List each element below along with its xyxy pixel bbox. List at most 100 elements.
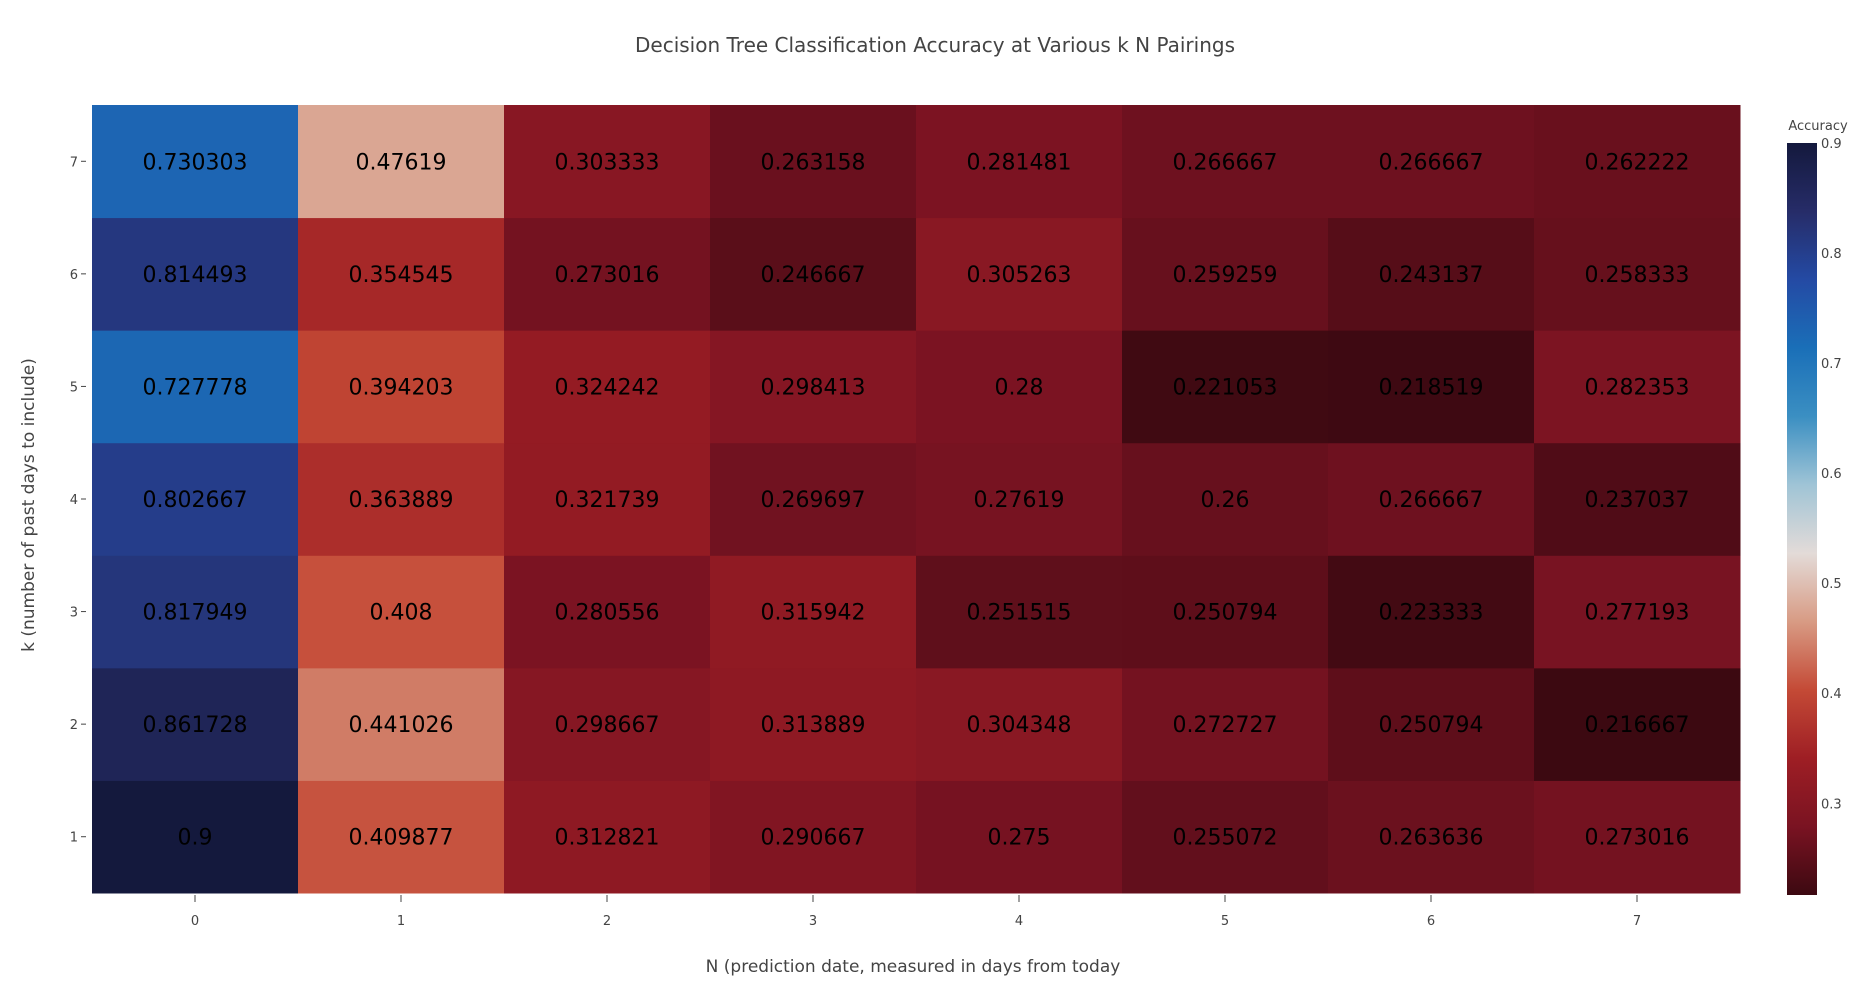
heatmap-cell [1328,667,1535,781]
cell-value-label: 0.441026 [349,713,454,738]
colorbar-title: Accuracy [1788,119,1848,134]
cell-value-label: 0.312821 [555,826,660,851]
heatmap-cell [1122,330,1329,444]
x-axis-title: N (prediction date, measured in days fro… [706,957,1121,977]
heatmap-cell [1534,667,1741,781]
heatmap-cell [710,667,917,781]
heatmap-cell [1328,217,1535,331]
cell-value-label: 0.221053 [1173,375,1278,400]
cell-value-label: 0.814493 [143,263,248,288]
heatmap-cell [1328,105,1535,219]
heatmap-cell [504,330,711,444]
cell-value-label: 0.223333 [1379,601,1484,626]
y-axis-ticks: 1 2 3 4 5 6 7 [70,155,86,846]
heatmap-cell [916,780,1123,894]
heatmap-cell [1122,442,1329,556]
cell-value-label: 0.255072 [1173,826,1278,851]
cell-value-label: 0.28 [995,375,1044,400]
heatmap-cell [916,555,1123,669]
cell-value-label: 0.266667 [1173,150,1278,175]
cell-value-label: 0.313889 [761,713,866,738]
cell-value-label: 0.305263 [967,263,1072,288]
heatmap-cell [1122,217,1329,331]
heatmap-cell [916,105,1123,219]
cell-value-label: 0.408 [370,601,433,626]
colorbar-ticks: 0.3 0.4 0.5 0.6 0.7 0.8 0.9 [1821,137,1842,812]
heatmap-cell [298,105,505,219]
heatmap-cell [504,780,711,894]
heatmap-cell [92,555,299,669]
cell-value-label: 0.266667 [1379,488,1484,513]
cell-value-label: 0.861728 [143,713,248,738]
cell-value-label: 0.216667 [1585,713,1690,738]
heatmap-cell [1534,442,1741,556]
heatmap-cell [1328,780,1535,894]
cell-value-label: 0.258333 [1585,263,1690,288]
cell-value-label: 0.321739 [555,488,660,513]
heatmap-cell [1122,555,1329,669]
cell-value-label: 0.262222 [1585,150,1690,175]
x-tick-label: 0 [191,914,199,929]
heatmap-cell [1328,330,1535,444]
x-tick-label: 7 [1633,914,1641,929]
heatmap-cell [1328,442,1535,556]
cell-value-label: 0.266667 [1379,150,1484,175]
x-tick-label: 3 [809,914,817,929]
heatmap-cell [504,442,711,556]
cell-value-label: 0.250794 [1173,601,1278,626]
cell-value-label: 0.273016 [1585,826,1690,851]
cell-value-label: 0.47619 [356,150,447,175]
heatmap-cell [916,217,1123,331]
y-tick-label: 7 [70,155,78,170]
y-tick-label: 5 [70,380,78,395]
heatmap-cell [298,442,505,556]
heatmap-cell [298,217,505,331]
heatmap-cell [298,330,505,444]
x-tick-label: 1 [397,914,405,929]
cell-value-label: 0.277193 [1585,601,1690,626]
heatmap-cell [1534,330,1741,444]
cell-value-label: 0.275 [988,826,1051,851]
cell-value-label: 0.27619 [974,488,1065,513]
cell-value-label: 0.281481 [967,150,1072,175]
colorbar-tick-label: 0.7 [1821,357,1842,372]
y-tick-label: 3 [70,606,78,621]
cell-value-label: 0.354545 [349,263,454,288]
heatmap-cell [504,105,711,219]
heatmap-cell [504,555,711,669]
cell-value-label: 0.363889 [349,488,454,513]
cell-value-label: 0.298667 [555,713,660,738]
cell-value-label: 0.250794 [1379,713,1484,738]
cell-value-label: 0.26 [1201,488,1250,513]
heatmap-cell [710,105,917,219]
chart-title: Decision Tree Classification Accuracy at… [635,33,1235,57]
heatmap-cell [298,555,505,669]
y-axis-title: k (number of past days to include) [19,358,39,652]
cell-value-label: 0.298413 [761,375,866,400]
heatmap-cell [916,442,1123,556]
cell-value-label: 0.290667 [761,826,866,851]
cell-value-label: 0.394203 [349,375,454,400]
heatmap-cell [1122,105,1329,219]
cell-value-label: 0.304348 [967,713,1072,738]
colorbar-tick-label: 0.4 [1821,687,1842,702]
cell-value-label: 0.218519 [1379,375,1484,400]
heatmap-cell [92,442,299,556]
x-axis-ticks: 0 1 2 3 4 5 6 7 [191,895,1641,929]
y-tick-label: 4 [70,493,78,508]
cell-value-label: 0.409877 [349,826,454,851]
colorbar-tick-label: 0.8 [1821,247,1842,262]
cell-value-label: 0.246667 [761,263,866,288]
cell-value-label: 0.237037 [1585,488,1690,513]
colorbar-tick-label: 0.3 [1821,797,1842,812]
colorbar-tick-label: 0.5 [1821,577,1842,592]
y-tick-label: 1 [70,831,78,846]
x-tick-label: 5 [1221,914,1229,929]
heatmap-cell [710,555,917,669]
heatmap-cell [92,330,299,444]
heatmap-cell [92,217,299,331]
cell-value-label: 0.727778 [143,375,248,400]
heatmap-cell [92,780,299,894]
heatmap-cell [710,780,917,894]
cell-value-label: 0.9 [178,826,213,851]
